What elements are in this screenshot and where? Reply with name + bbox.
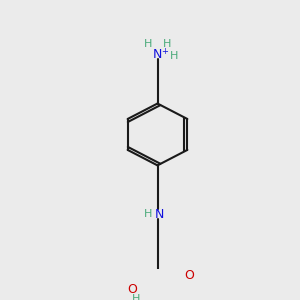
Text: H: H <box>143 208 152 218</box>
Text: H: H <box>163 39 172 50</box>
Text: H: H <box>131 294 140 300</box>
Text: +: + <box>161 47 168 56</box>
Text: H: H <box>143 39 152 50</box>
Text: H: H <box>170 51 178 61</box>
Text: O: O <box>127 283 137 296</box>
Text: N: N <box>153 48 162 61</box>
Text: O: O <box>185 269 194 282</box>
Text: N: N <box>155 208 165 221</box>
